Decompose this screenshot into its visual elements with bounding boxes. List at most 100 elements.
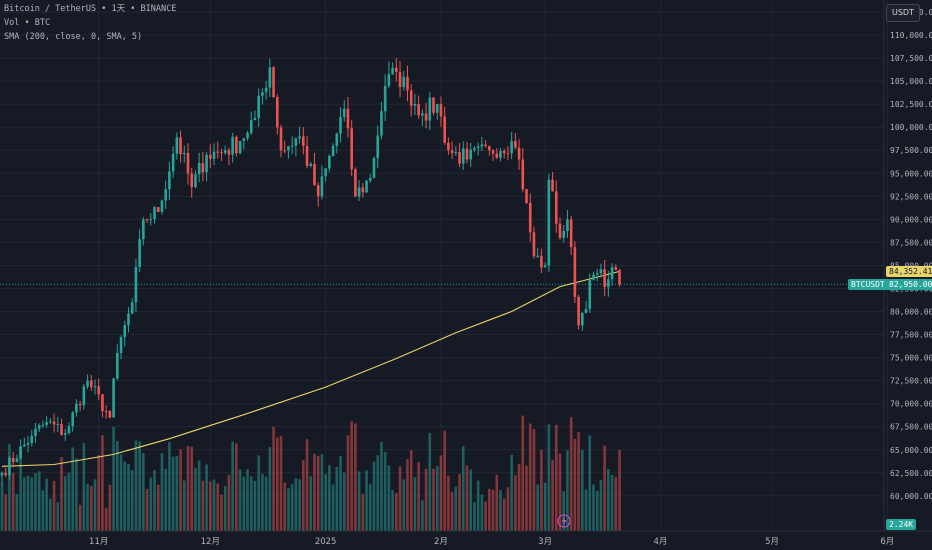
volume-bar — [417, 462, 420, 531]
candle-body — [93, 386, 97, 388]
volume-bar — [461, 446, 465, 531]
candle-body — [89, 380, 93, 388]
candle-body — [160, 200, 164, 212]
candle-body — [34, 428, 37, 436]
volume-bar — [551, 459, 554, 531]
candle-body — [510, 141, 513, 154]
volume-bar — [75, 458, 78, 531]
volume-bar — [231, 441, 234, 531]
volume-bar — [331, 484, 335, 531]
price-tick-label: 62,500.00 — [890, 469, 932, 478]
time-tick-label: 4月 — [653, 537, 667, 547]
price-tick-label: 97,500.00 — [890, 146, 932, 155]
volume-bar — [268, 447, 272, 531]
candle-body — [607, 279, 610, 287]
price-tick-label: 67,500.00 — [890, 423, 932, 432]
volume-bar — [476, 480, 480, 531]
candle-body — [514, 141, 517, 148]
volume-bar — [402, 479, 406, 531]
price-tick-label: 95,000.00 — [890, 169, 932, 178]
time-axis[interactable]: 11月 12月 2025 2月 3月 4月 5月 6月 — [89, 537, 894, 547]
time-tick-label: 2月 — [434, 537, 448, 547]
candle-body — [313, 163, 316, 186]
currency-button[interactable]: USDT — [886, 4, 920, 22]
volume-bar — [275, 437, 279, 531]
candle-body — [443, 116, 446, 143]
candle-body — [179, 137, 182, 155]
volume-bar — [123, 461, 127, 531]
volume-bar — [320, 454, 324, 531]
volume-bar — [525, 465, 528, 531]
volume-bar — [547, 424, 551, 531]
volume-bar — [138, 441, 141, 531]
volume-bar — [93, 479, 97, 531]
candle-body — [19, 446, 22, 459]
volume-bar — [19, 446, 22, 531]
candle-body — [554, 191, 558, 224]
volume-bar — [532, 429, 536, 531]
candle-body — [130, 302, 134, 314]
candle-body — [138, 239, 141, 268]
price-tick-label: 110,000.00 — [890, 31, 932, 40]
volume-value-label: 2.24K — [886, 519, 917, 530]
candle-body — [104, 411, 108, 413]
volume-bar — [197, 460, 201, 531]
volume-bar — [588, 435, 592, 531]
volume-bar — [428, 433, 432, 531]
candle-body — [190, 173, 194, 188]
candle-body — [67, 426, 71, 434]
candle-body — [506, 153, 510, 155]
volume-bar — [521, 415, 525, 531]
volume-bar — [15, 493, 19, 531]
volume-bar — [272, 426, 275, 531]
replay-lightning-icon[interactable] — [557, 514, 571, 528]
volume-bar — [499, 490, 502, 531]
candle-body — [15, 458, 19, 462]
volume-bar — [409, 450, 413, 531]
price-tick-label: 102,500.00 — [890, 100, 932, 109]
candle-body — [86, 380, 89, 387]
candle-body — [562, 231, 566, 238]
volume-bar — [473, 502, 476, 531]
candle-body — [372, 158, 376, 178]
candle-body — [502, 151, 506, 154]
time-tick-label: 3月 — [538, 537, 552, 547]
candle-body — [551, 179, 554, 192]
volume-bar — [413, 477, 417, 531]
candle-body — [235, 136, 238, 154]
price-tick-label: 80,000.00 — [890, 308, 932, 317]
volume-bar — [584, 489, 588, 531]
price-tick-label: 107,500.00 — [890, 54, 932, 63]
candle-body — [290, 145, 294, 147]
volume-legend: Vol • BTC — [4, 18, 51, 28]
candle-body — [547, 179, 551, 266]
volume-bar — [242, 476, 246, 531]
candle-body — [309, 163, 313, 167]
candle-body — [495, 153, 499, 158]
candle-body — [432, 97, 435, 113]
volume-bar — [480, 494, 484, 531]
volume-bar — [391, 490, 394, 531]
candle-body — [216, 151, 220, 153]
volume-bar — [290, 484, 294, 531]
volume-bar — [298, 479, 301, 531]
candle-body — [60, 424, 63, 435]
candle-body — [532, 232, 536, 257]
price-tick-label: 65,000.00 — [890, 446, 932, 455]
volume-bar — [361, 493, 365, 531]
volume-bar — [339, 456, 342, 531]
volume-bar — [41, 490, 45, 531]
volume-bar — [528, 423, 532, 531]
candle-body — [316, 185, 320, 197]
volume-bar — [86, 483, 89, 531]
volume-bar — [346, 435, 350, 531]
candle-body — [182, 152, 186, 155]
candle-body — [23, 444, 26, 447]
candle-body — [75, 403, 78, 413]
volume-bar — [309, 476, 313, 531]
sma-value-label: 84,352.41 — [886, 265, 932, 277]
candle-body — [499, 151, 502, 158]
volume-bar — [406, 459, 409, 531]
